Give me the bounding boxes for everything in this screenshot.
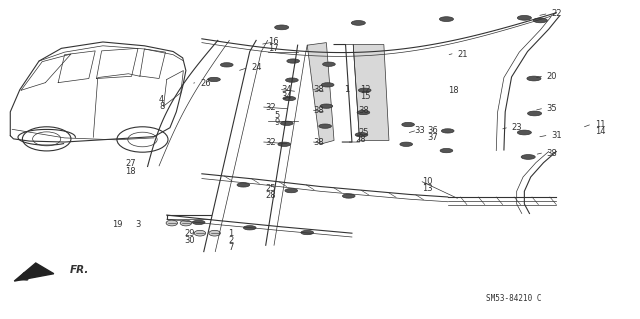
Circle shape [33, 132, 61, 146]
Text: 38: 38 [547, 149, 557, 158]
Ellipse shape [517, 130, 531, 135]
Ellipse shape [400, 142, 413, 146]
Text: 24: 24 [251, 63, 262, 72]
Text: 2: 2 [228, 236, 234, 245]
Ellipse shape [278, 142, 291, 146]
Polygon shape [307, 43, 334, 144]
Ellipse shape [319, 124, 332, 128]
Text: 30: 30 [184, 236, 195, 245]
Text: 21: 21 [458, 49, 468, 59]
Text: 5: 5 [274, 111, 279, 120]
Ellipse shape [321, 83, 334, 87]
Text: 15: 15 [360, 92, 370, 101]
Text: 38: 38 [314, 85, 324, 94]
Circle shape [117, 127, 168, 152]
Polygon shape [14, 263, 54, 281]
Text: 13: 13 [422, 184, 433, 193]
Ellipse shape [517, 15, 531, 20]
Text: SM53-84210 C: SM53-84210 C [486, 294, 541, 303]
Ellipse shape [275, 25, 289, 30]
Circle shape [194, 230, 205, 236]
Text: 32: 32 [266, 103, 276, 112]
Text: 12: 12 [360, 85, 370, 94]
Text: 20: 20 [547, 72, 557, 81]
Circle shape [166, 220, 177, 226]
Text: 9: 9 [274, 117, 279, 127]
Polygon shape [353, 45, 389, 140]
Ellipse shape [402, 122, 415, 127]
Text: 36: 36 [428, 126, 438, 135]
Text: 35: 35 [547, 104, 557, 113]
Text: 31: 31 [551, 131, 562, 140]
Text: 16: 16 [268, 38, 278, 47]
Ellipse shape [440, 17, 454, 21]
Ellipse shape [283, 96, 296, 101]
Ellipse shape [521, 155, 535, 160]
Ellipse shape [323, 62, 335, 66]
Ellipse shape [342, 194, 355, 198]
Ellipse shape [207, 77, 220, 82]
Text: 8: 8 [159, 102, 164, 111]
Text: 17: 17 [268, 44, 278, 54]
Ellipse shape [533, 18, 547, 23]
Circle shape [180, 220, 191, 226]
Ellipse shape [285, 78, 298, 82]
Ellipse shape [287, 59, 300, 63]
Text: 7: 7 [228, 243, 234, 252]
Text: 3: 3 [135, 220, 140, 229]
Text: 23: 23 [511, 123, 522, 132]
Ellipse shape [358, 88, 371, 93]
Text: 38: 38 [358, 106, 369, 115]
Ellipse shape [527, 76, 541, 81]
Text: 32: 32 [266, 137, 276, 146]
Text: 38: 38 [314, 137, 324, 146]
Ellipse shape [220, 63, 233, 67]
Text: 25: 25 [358, 128, 369, 137]
Circle shape [209, 230, 220, 236]
Text: 38: 38 [314, 106, 324, 115]
Text: 10: 10 [422, 177, 433, 186]
Circle shape [128, 132, 157, 147]
Text: 14: 14 [595, 127, 605, 136]
Ellipse shape [301, 230, 314, 235]
Text: 25: 25 [266, 184, 276, 193]
Ellipse shape [243, 226, 256, 230]
Text: 11: 11 [595, 120, 605, 129]
Ellipse shape [320, 104, 333, 108]
Ellipse shape [285, 189, 298, 193]
Text: 34: 34 [282, 85, 292, 94]
Text: 1: 1 [228, 229, 234, 238]
Ellipse shape [193, 220, 205, 225]
Circle shape [22, 127, 71, 151]
Text: 19: 19 [113, 220, 123, 229]
Ellipse shape [237, 183, 250, 187]
Text: 27: 27 [125, 159, 136, 168]
Text: 26: 26 [200, 79, 211, 88]
Text: FR.: FR. [70, 265, 89, 275]
Text: 28: 28 [266, 190, 276, 200]
Text: 34: 34 [282, 92, 292, 101]
Ellipse shape [355, 133, 368, 137]
Ellipse shape [440, 148, 452, 153]
Text: 37: 37 [428, 133, 438, 142]
Text: 29: 29 [184, 229, 195, 238]
Ellipse shape [280, 121, 293, 125]
Text: 22: 22 [551, 9, 562, 18]
Ellipse shape [527, 111, 541, 116]
Text: 33: 33 [415, 126, 425, 135]
Text: 18: 18 [125, 167, 136, 176]
Ellipse shape [357, 110, 370, 115]
Text: 28: 28 [355, 135, 365, 144]
Text: 18: 18 [448, 86, 458, 95]
Ellipse shape [351, 20, 365, 25]
Ellipse shape [442, 129, 454, 133]
Text: 4: 4 [159, 95, 164, 104]
Text: 1: 1 [344, 85, 349, 94]
